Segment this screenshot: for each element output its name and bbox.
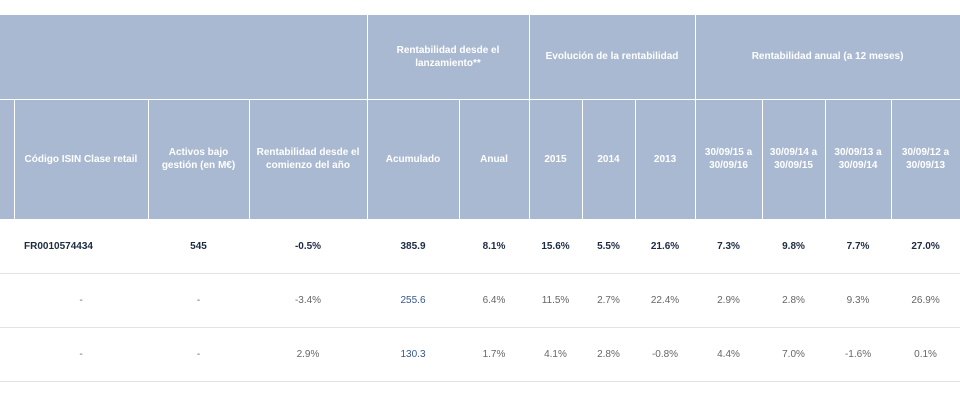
table-cell-period-1: 4.4% — [695, 327, 763, 382]
table-cell-isin: FR0010574434 — [14, 219, 148, 274]
table-row: FR0010574434 545 -0.5% 385.9 8.1% 15.6% … — [0, 219, 960, 274]
table-cell-period-1: 2.9% — [695, 273, 763, 328]
table-cell-activos: 545 — [148, 219, 249, 274]
table-cell-2013: 22.4% — [635, 273, 696, 328]
table-cell-period-2: 7.0% — [762, 327, 826, 382]
table-cell-ytd: -0.5% — [249, 219, 367, 274]
table-cell-period-3: -1.6% — [825, 327, 892, 382]
table-cell-period-2: 9.8% — [762, 219, 826, 274]
table-cell-fund — [0, 273, 14, 328]
table-cell-period-4: 26.9% — [891, 273, 960, 328]
header-cell-period-1: 30/09/15 a 30/09/16 — [695, 99, 763, 220]
table-cell-anual: 1.7% — [459, 327, 529, 382]
table-cell-2013: -0.8% — [635, 327, 696, 382]
table-cell-period-4: 27.0% — [891, 219, 960, 274]
table-cell-period-3: 7.7% — [825, 219, 892, 274]
table-cell-2013: 21.6% — [635, 219, 696, 274]
table-cell-activos: - — [148, 327, 249, 382]
table-cell-period-2: 2.8% — [762, 273, 826, 328]
performance-table: Rentabilidad desde el lanzamiento** Evol… — [0, 15, 960, 382]
header-cell-acumulado: Acumulado — [367, 99, 460, 220]
header-cell-isin: Código ISIN Clase retail — [14, 99, 149, 220]
table-row: - - -3.4% 255.6 6.4% 11.5% 2.7% 22.4% 2.… — [0, 273, 960, 328]
table-cell-fund — [0, 327, 14, 382]
header-cell-period-3: 30/09/13 a 30/09/14 — [825, 99, 892, 220]
header-cell-2014: 2014 — [582, 99, 636, 220]
table-cell-2015: 11.5% — [529, 273, 582, 328]
table-cell-2014: 5.5% — [582, 219, 635, 274]
table-cell-period-3: 9.3% — [825, 273, 892, 328]
table-row: - - 2.9% 130.3 1.7% 4.1% 2.8% -0.8% 4.4%… — [0, 327, 960, 382]
table-cell-acumulado: 385.9 — [367, 219, 459, 274]
header-rentabilidad-anual: Rentabilidad anual (a 12 meses) — [695, 15, 960, 100]
table-cell-anual: 6.4% — [459, 273, 529, 328]
header-cell-ytd: Rentabilidad desde el comienzo del año — [249, 99, 368, 220]
table-cell-acumulado: 255.6 — [367, 273, 459, 328]
header-cell-activos: Activos bajo gestión (en M€) — [148, 99, 250, 220]
header-rentabilidad-lanzamiento: Rentabilidad desde el lanzamiento** — [367, 15, 530, 100]
header-cell-fund — [0, 99, 15, 220]
header-cell-period-2: 30/09/14 a 30/09/15 — [762, 99, 826, 220]
header-blank — [0, 15, 368, 100]
header-cell-period-4: 30/09/12 a 30/09/13 — [891, 99, 960, 220]
header-cell-2015: 2015 — [529, 99, 583, 220]
table-cell-2015: 15.6% — [529, 219, 582, 274]
table-cell-ytd: -3.4% — [249, 273, 367, 328]
header-evolucion-rentabilidad: Evolución de la rentabilidad — [529, 15, 696, 100]
table-cell-acumulado: 130.3 — [367, 327, 459, 382]
table-cell-isin: - — [14, 327, 148, 382]
table-cell-isin: - — [14, 273, 148, 328]
header-cell-anual: Anual — [459, 99, 530, 220]
header-cell-2013: 2013 — [635, 99, 696, 220]
table-cell-2014: 2.7% — [582, 273, 635, 328]
table-cell-2014: 2.8% — [582, 327, 635, 382]
table-cell-anual: 8.1% — [459, 219, 529, 274]
table-cell-ytd: 2.9% — [249, 327, 367, 382]
table-cell-fund — [0, 219, 14, 274]
table-cell-activos: - — [148, 273, 249, 328]
table-cell-2015: 4.1% — [529, 327, 582, 382]
table-cell-period-4: 0.1% — [891, 327, 960, 382]
table-cell-period-1: 7.3% — [695, 219, 763, 274]
